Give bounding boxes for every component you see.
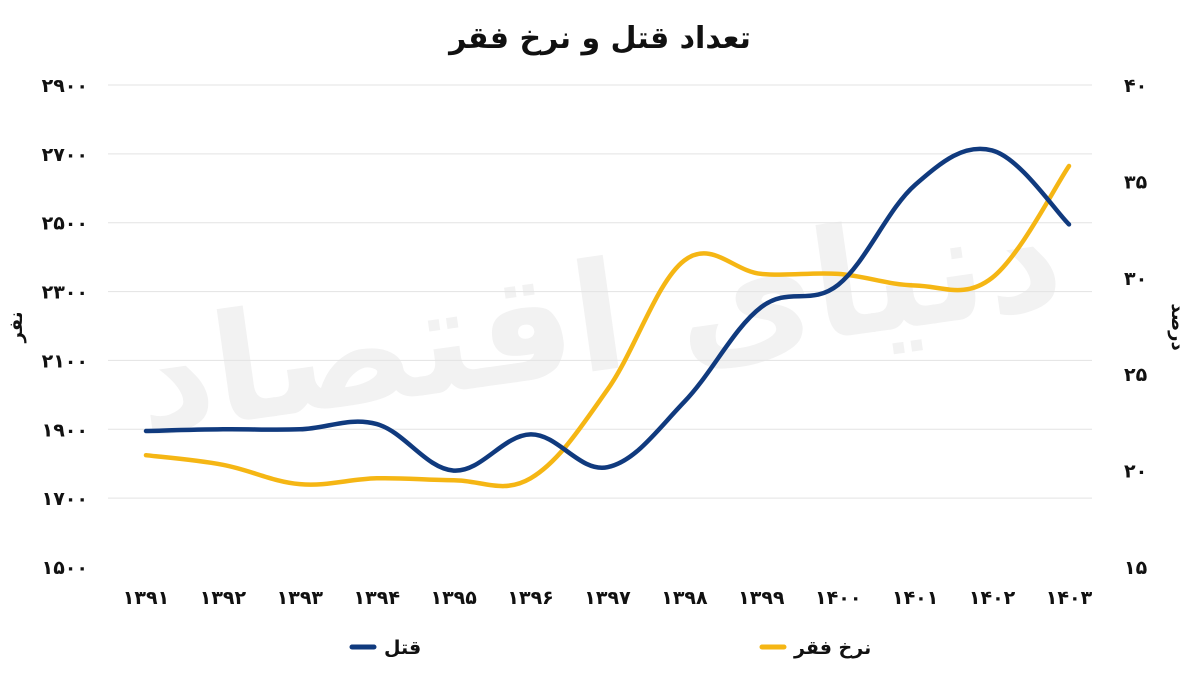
left-tick-label: ۲۵۰۰	[42, 213, 88, 235]
x-tick-label: ۱۳۹۴	[354, 587, 400, 609]
legend-label: نرخ فقر	[793, 637, 871, 659]
series-lines	[143, 146, 1072, 489]
x-axis-ticks: ۱۳۹۱ ۱۳۹۲ ۱۳۹۳ ۱۳۹۴ ۱۳۹۵ ۱۳۹۶ ۱۳۹۷ ۱۳۹۸ ۱۳۹۹ ۱۴۰۰…	[123, 587, 1093, 609]
watermark-text: دنیای اقتصاد	[125, 168, 1073, 470]
poverty-rate-line	[143, 163, 1072, 489]
right-tick-label: ۲۰	[1124, 461, 1147, 483]
right-axis-label: درصد	[1167, 303, 1188, 350]
x-tick-label: ۱۳۹۵	[430, 587, 477, 609]
right-tick-label: ۲۵	[1124, 364, 1148, 386]
x-tick-label: ۱۳۹۲	[200, 587, 247, 609]
x-tick-label: ۱۳۹۸	[661, 587, 708, 609]
left-tick-label: ۱۵۰۰	[42, 557, 88, 579]
right-tick-label: ۱۵	[1124, 557, 1148, 579]
watermark: دنیای اقتصاد	[125, 168, 1073, 470]
legend-label: قتل	[384, 637, 421, 659]
left-axis-label: نفر	[6, 312, 27, 344]
legend: قتل نرخ فقر	[349, 637, 871, 659]
x-tick-label: ۱۴۰۱	[892, 587, 938, 609]
left-axis-ticks: ۱۵۰۰ ۱۷۰۰ ۱۹۰۰ ۲۱۰۰ ۲۳۰۰ ۲۵۰۰ ۲۷۰۰ ۲۹۰۰	[42, 75, 88, 579]
x-tick-label: ۱۳۹۷	[584, 587, 631, 609]
left-tick-label: ۲۷۰۰	[42, 144, 88, 166]
x-tick-label: ۱۳۹۹	[738, 587, 785, 609]
chart-title: تعداد قتل و نرخ فقر	[447, 21, 751, 56]
right-tick-label: ۳۵	[1124, 171, 1148, 193]
right-axis-ticks: ۱۵ ۲۰ ۲۵ ۳۰ ۳۵ ۴۰	[1124, 75, 1148, 579]
left-tick-label: ۱۷۰۰	[42, 488, 88, 510]
left-tick-label: ۲۳۰۰	[42, 282, 88, 304]
murder-count-line	[143, 146, 1072, 473]
left-tick-label: ۲۱۰۰	[42, 350, 88, 372]
x-tick-label: ۱۴۰۳	[1046, 587, 1093, 609]
x-tick-label: ۱۴۰۲	[969, 587, 1016, 609]
left-tick-label: ۱۹۰۰	[42, 419, 88, 441]
left-tick-label: ۲۹۰۰	[42, 75, 88, 97]
x-tick-label: ۱۴۰۰	[815, 587, 861, 609]
x-tick-label: ۱۳۹۳	[277, 587, 324, 609]
right-tick-label: ۳۰	[1124, 268, 1147, 290]
right-tick-label: ۴۰	[1124, 75, 1147, 97]
x-tick-label: ۱۳۹۱	[123, 587, 169, 609]
x-tick-label: ۱۳۹۶	[507, 587, 553, 609]
